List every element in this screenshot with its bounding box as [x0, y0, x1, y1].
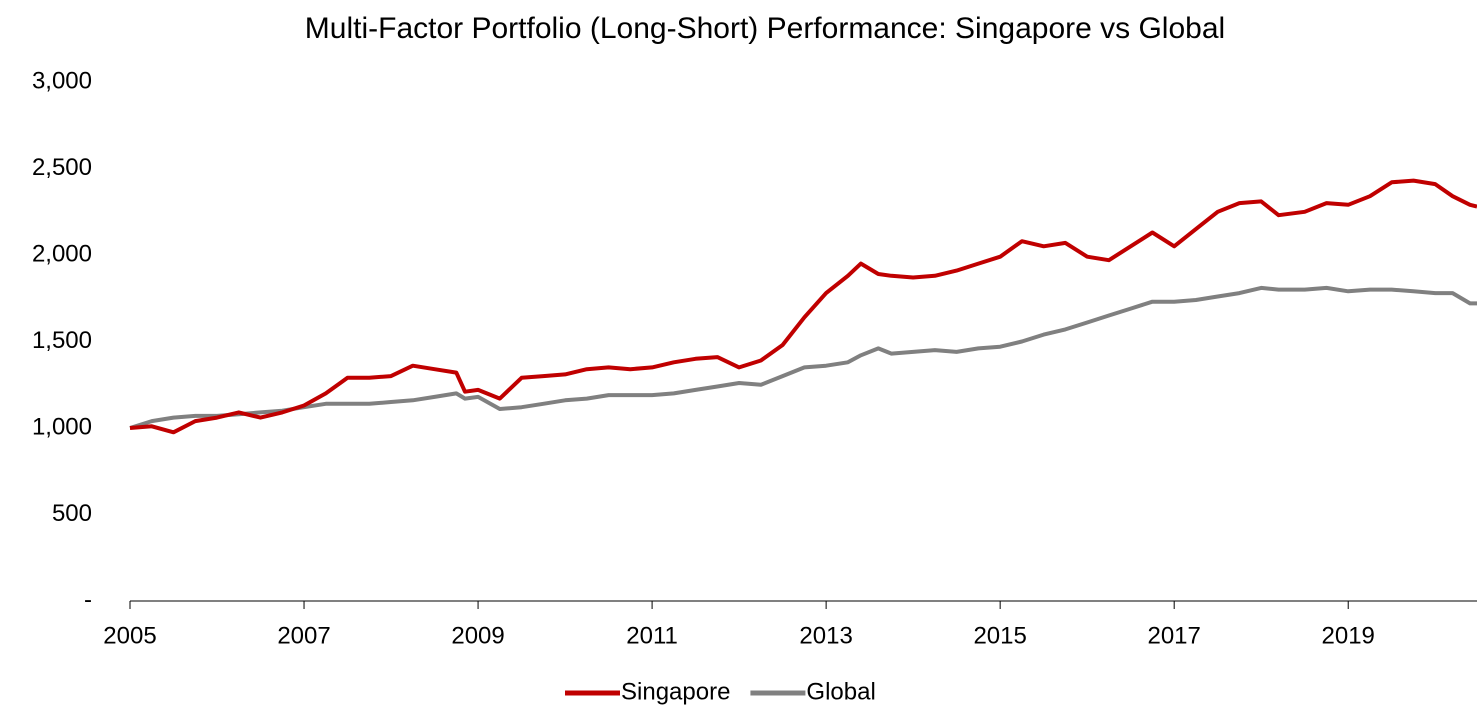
x-tick-label: 2011	[626, 622, 678, 649]
x-tick-label: 2019	[1322, 622, 1375, 649]
y-tick-label: 1,000	[32, 413, 92, 440]
x-tick-label: 2009	[451, 622, 504, 649]
x-tick-label: 2015	[973, 622, 1026, 649]
y-tick-label: 2,000	[32, 240, 92, 267]
y-tick-label: 2,500	[32, 154, 92, 181]
x-tick-label: 2005	[103, 622, 156, 649]
x-tick-label: 2013	[799, 622, 852, 649]
series-line	[129, 285, 1477, 430]
legend-label: Global	[806, 678, 875, 705]
chart-title: Multi-Factor Portfolio (Long-Short) Perf…	[305, 12, 1225, 45]
y-tick-label: -	[84, 586, 92, 613]
series-line	[129, 178, 1477, 435]
y-tick-label: 3,000	[32, 67, 92, 94]
legend-label: Singapore	[621, 678, 730, 705]
y-tick-label: 1,500	[32, 327, 92, 354]
x-tick-label: 2017	[1147, 622, 1200, 649]
x-tick-label: 2007	[277, 622, 330, 649]
y-tick-label: 500	[52, 500, 92, 527]
